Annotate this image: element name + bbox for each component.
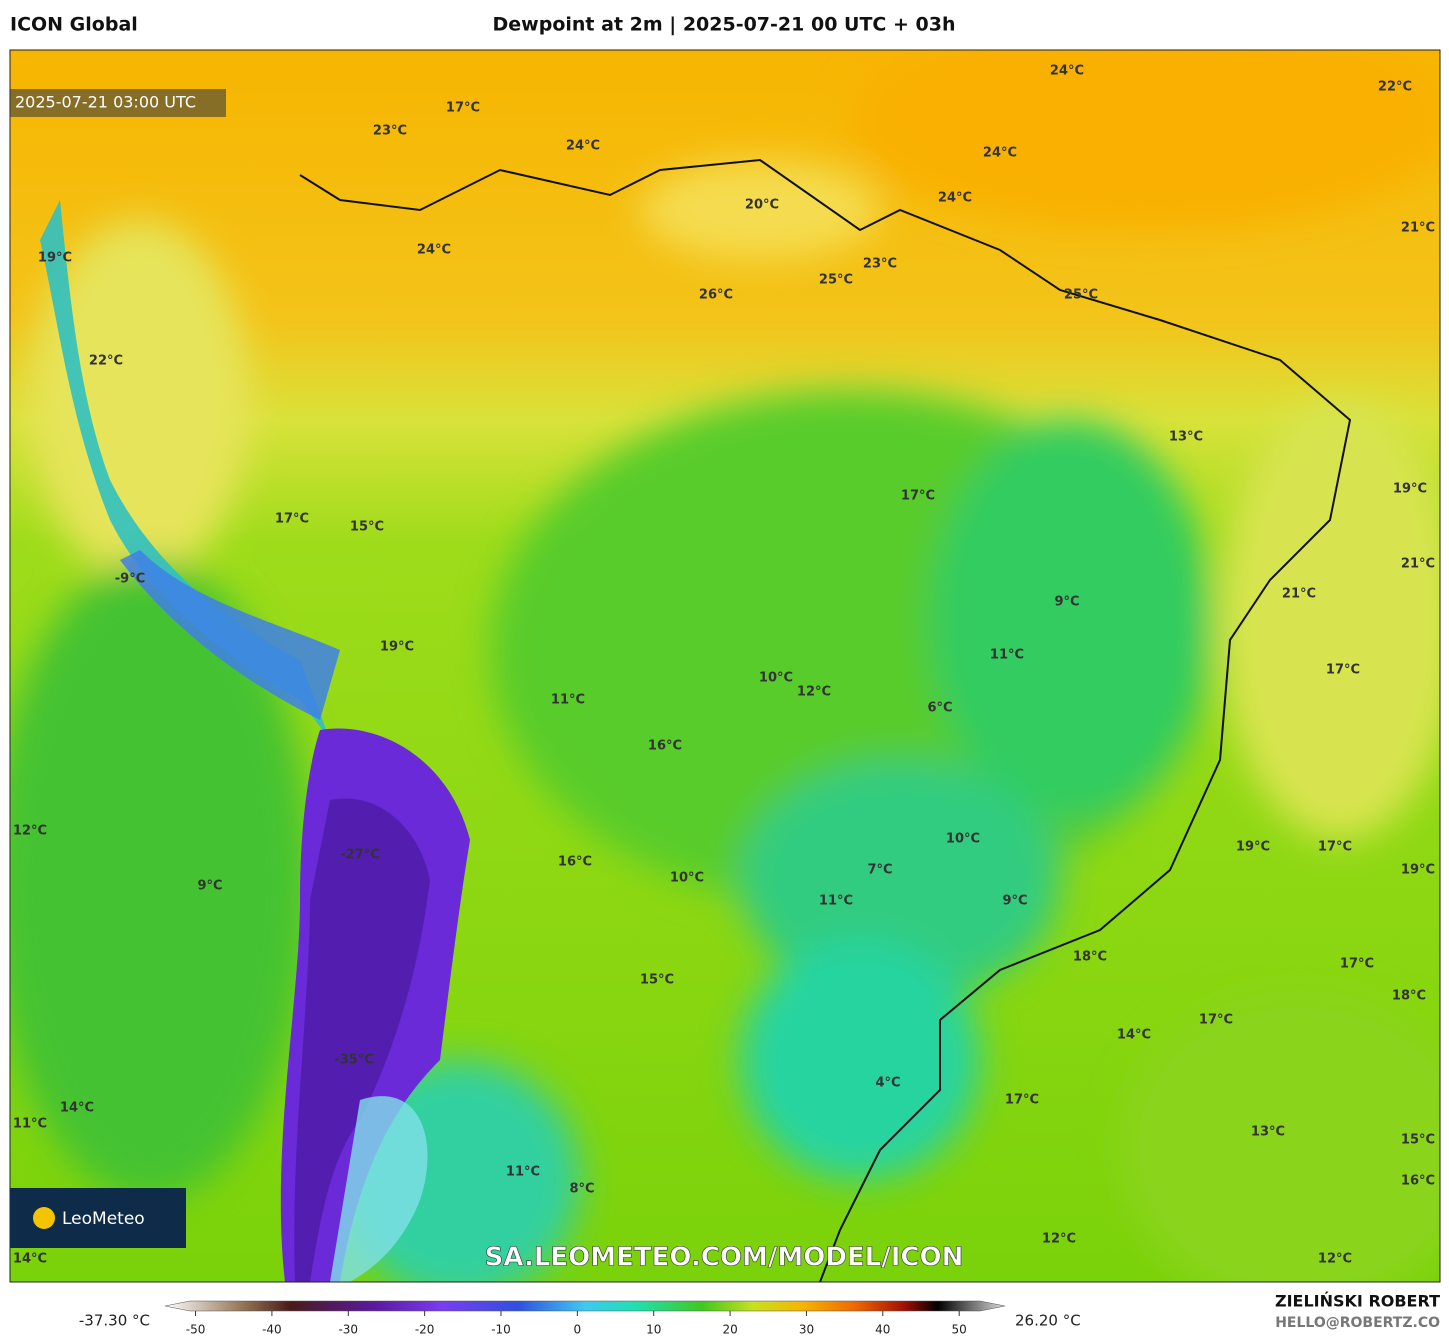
map-label: 19°C (1393, 482, 1427, 497)
watermark: SA.LEOMETEO.COM/MODEL/ICON (485, 1243, 964, 1273)
map-label: 25°C (1064, 288, 1098, 303)
map-label: 13°C (1169, 430, 1203, 445)
map-label: 13°C (1251, 1125, 1285, 1140)
map-label: 24°C (983, 146, 1017, 161)
map-label: 9°C (1054, 595, 1079, 610)
map-label: 11°C (551, 693, 585, 708)
map-label: 12°C (13, 824, 47, 839)
map-label: 24°C (1050, 64, 1084, 79)
colorbar-tick-label: 10 (646, 1323, 661, 1337)
colorbar (164, 1300, 1006, 1312)
map-label: 23°C (373, 124, 407, 139)
map-label: 19°C (38, 251, 72, 266)
map-label: 18°C (1073, 950, 1107, 965)
source: ICON Global (10, 14, 138, 36)
map-label: 12°C (797, 685, 831, 700)
map-label: 15°C (640, 973, 674, 988)
map-label: 14°C (60, 1101, 94, 1116)
map-label: 20°C (745, 198, 779, 213)
map-label: 11°C (506, 1165, 540, 1180)
map-label: 12°C (1318, 1252, 1352, 1267)
valid-time: 2025-07-21 03:00 UTC (15, 93, 196, 112)
colorbar-tick-label: -40 (262, 1323, 282, 1337)
map-label: 26°C (699, 288, 733, 303)
map-label: 15°C (1401, 1133, 1435, 1148)
map-label: 19°C (1401, 863, 1435, 878)
title: Dewpoint at 2m | 2025-07-21 00 UTC + 03h (493, 14, 956, 36)
logo: LeoMeteo (62, 1209, 145, 1229)
contact: HELLO@ROBERTZ.CO (1275, 1315, 1440, 1331)
map-label: 19°C (380, 640, 414, 655)
map-label: 17°C (1005, 1093, 1039, 1108)
map-label: 22°C (1378, 80, 1412, 95)
map-label: 17°C (901, 489, 935, 504)
map-label: 8°C (569, 1182, 594, 1197)
colorbar-tick-label: 0 (574, 1323, 582, 1337)
map-label: 18°C (1392, 989, 1426, 1004)
map-label: 19°C (1236, 840, 1270, 855)
map-label: 10°C (946, 832, 980, 847)
map-label: 23°C (863, 257, 897, 272)
map-label: 22°C (89, 354, 123, 369)
map-label: -35°C (334, 1053, 374, 1068)
map-label: 7°C (867, 863, 892, 878)
map-label: 21°C (1282, 587, 1316, 602)
map-label: 17°C (1326, 663, 1360, 678)
map-label: 24°C (566, 139, 600, 154)
map-label: 11°C (13, 1117, 47, 1132)
colorbar-min: -37.30 °C (79, 1312, 150, 1330)
map-label: 17°C (275, 512, 309, 527)
map-label: 10°C (670, 871, 704, 886)
map-label: 11°C (990, 648, 1024, 663)
map-label: 14°C (1117, 1028, 1151, 1043)
map-label: 21°C (1401, 221, 1435, 236)
map-label: 12°C (1042, 1232, 1076, 1247)
map-label: 16°C (558, 855, 592, 870)
map-label: 15°C (350, 520, 384, 535)
map-label: 6°C (927, 701, 952, 716)
map-label: 11°C (819, 894, 853, 909)
map-label: 14°C (13, 1252, 47, 1267)
colorbar-max: 26.20 °C (1015, 1312, 1081, 1330)
colorbar-tick-label: -30 (338, 1323, 358, 1337)
map-label: -9°C (115, 572, 145, 587)
colorbar-tick-label: -50 (186, 1323, 206, 1337)
colorbar-tick-label: 50 (952, 1323, 967, 1337)
map-label: 25°C (819, 273, 853, 288)
map-label: 24°C (417, 243, 451, 258)
map-label: 17°C (1199, 1013, 1233, 1028)
colorbar-tick-label: -10 (491, 1323, 511, 1337)
map-label: 16°C (1401, 1174, 1435, 1189)
map-label: 9°C (197, 879, 222, 894)
map-label: 17°C (446, 101, 480, 116)
colorbar-tick-label: -20 (415, 1323, 435, 1337)
map-label: 16°C (648, 739, 682, 754)
map-label: -27°C (340, 848, 380, 863)
map-label: 17°C (1340, 957, 1374, 972)
map-label: 17°C (1318, 840, 1352, 855)
map-label: 10°C (759, 671, 793, 686)
author: ZIELIŃSKI ROBERT (1275, 1292, 1440, 1311)
map-label: 4°C (875, 1076, 900, 1091)
colorbar-tick-label: 40 (875, 1323, 890, 1337)
map (10, 50, 1440, 1282)
map-label: 24°C (938, 191, 972, 206)
map-label: 9°C (1002, 894, 1027, 909)
colorbar-tick-label: 20 (722, 1323, 737, 1337)
colorbar-tick-label: 30 (799, 1323, 814, 1337)
map-label: 21°C (1401, 557, 1435, 572)
